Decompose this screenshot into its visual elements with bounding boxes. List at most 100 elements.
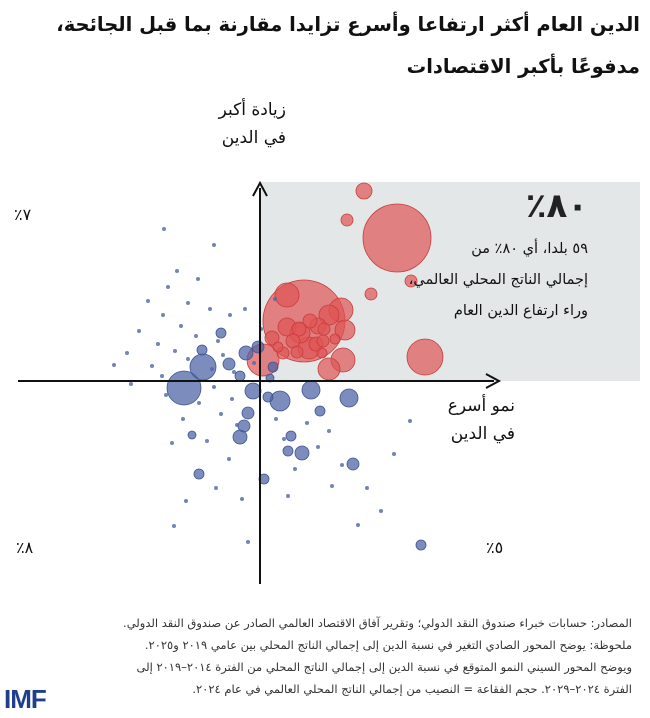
- bubble-blue: [125, 351, 129, 355]
- chart-notes: المصادر: حسابات خبراء صندوق النقد الدولي…: [22, 612, 632, 700]
- bubble-blue: [194, 334, 198, 338]
- callout-line-3: وراء ارتفاع الدين العام: [453, 303, 588, 319]
- bubble-blue: [150, 364, 154, 368]
- note-line-1: ملحوظة: يوضح المحور الصادي التغير في نسب…: [144, 638, 632, 652]
- bubble-blue: [193, 468, 205, 480]
- bubble-blue: [408, 419, 412, 423]
- bubble-blue: [208, 307, 212, 311]
- quadrant-share-bottom-left: ٨٪: [16, 538, 34, 557]
- bubble-blue: [222, 357, 236, 371]
- bubble-blue: [379, 509, 383, 513]
- bubble-blue: [346, 457, 360, 471]
- quadrant-share-bottom-right: ٥٪: [486, 538, 504, 557]
- bubble-blue: [274, 417, 278, 421]
- bubble-blue: [246, 540, 250, 544]
- bubble-blue: [212, 385, 216, 389]
- bubble-red: [274, 282, 300, 308]
- bubble-chart: [18, 180, 640, 584]
- bubble-blue: [219, 412, 223, 416]
- callout-text: ٥٩ بلدا، أي ٨٠٪ من إجمالي الناتج المحلي …: [409, 234, 588, 327]
- bubble-blue: [156, 342, 160, 346]
- callout-line-2: إجمالي الناتج المحلي العالمي،: [408, 272, 588, 288]
- bubble-blue: [237, 419, 251, 433]
- bubble-blue: [235, 423, 239, 427]
- bubble-blue: [314, 405, 326, 417]
- bubble-blue: [327, 429, 331, 433]
- bubble-blue: [365, 486, 369, 490]
- bubble-red: [355, 182, 373, 200]
- bubble-blue: [175, 269, 179, 273]
- bubble-blue: [146, 299, 150, 303]
- bubble-blue: [179, 324, 183, 328]
- bubble-blue: [293, 467, 297, 471]
- bubble-red: [340, 213, 354, 227]
- bubble-blue: [210, 367, 214, 371]
- bubble-blue: [273, 297, 277, 301]
- bubble-red: [404, 274, 418, 288]
- bubble-blue: [214, 486, 218, 490]
- bubble-blue: [305, 421, 309, 425]
- bubble-red: [317, 357, 341, 381]
- bubble-red: [318, 304, 340, 326]
- bubble-blue: [184, 499, 188, 503]
- bubble-blue: [212, 243, 216, 247]
- bubble-blue: [330, 484, 334, 488]
- axes: [18, 180, 502, 584]
- bubble-layer: [112, 182, 444, 551]
- bubble-blue: [269, 390, 291, 412]
- bubble-blue: [216, 339, 220, 343]
- bubble-blue: [251, 340, 265, 354]
- bubble-blue: [186, 357, 190, 361]
- bubble-blue: [112, 363, 116, 367]
- callout-line-1: ٥٩ بلدا، أي ٨٠٪ من: [471, 241, 588, 257]
- bubble-blue: [166, 370, 202, 406]
- bubble-blue: [227, 457, 231, 461]
- bubble-blue: [339, 388, 359, 408]
- bubble-red: [302, 313, 318, 329]
- bubble-blue: [232, 370, 236, 374]
- bubble-blue: [160, 374, 164, 378]
- bubble-blue: [244, 382, 262, 400]
- source-note: المصادر: حسابات خبراء صندوق النقد الدولي…: [123, 616, 632, 630]
- bubble-red: [290, 345, 304, 359]
- quadrant-share-top-left: ٧٪: [14, 205, 32, 224]
- bubble-blue: [197, 401, 201, 405]
- bubble-blue: [234, 370, 246, 382]
- bubble-blue: [129, 382, 133, 386]
- bubble-blue: [187, 430, 197, 440]
- bubble-blue: [252, 361, 256, 365]
- bubble-blue: [161, 313, 165, 317]
- bubble-red: [406, 338, 444, 376]
- bubble-blue: [189, 353, 217, 381]
- bubble-blue: [186, 301, 190, 305]
- y-axis-label: زيادة أكبر في الدين: [218, 100, 286, 148]
- bubble-blue: [243, 307, 247, 311]
- bubble-blue: [282, 437, 286, 441]
- bubble-blue: [294, 445, 310, 461]
- bubble-blue: [301, 380, 321, 400]
- bubble-blue: [166, 285, 170, 289]
- x-axis-arrow: [485, 373, 502, 389]
- bubble-blue: [392, 452, 396, 456]
- bubble-red: [291, 321, 307, 337]
- callout-share-value: ٨٠٪: [525, 186, 588, 226]
- bubble-blue: [215, 327, 227, 339]
- note-line-2: ويوضح المحور السيني النمو المتوقع في نسب…: [136, 660, 632, 674]
- bubble-blue: [170, 441, 174, 445]
- bubble-blue: [196, 277, 200, 281]
- bubble-red: [264, 330, 280, 346]
- bubble-red: [316, 347, 328, 359]
- bubble-red: [316, 334, 330, 348]
- bubble-blue: [238, 345, 254, 361]
- bubble-blue: [241, 406, 255, 420]
- x-axis-label: نمو أسرع في الدين: [447, 396, 515, 444]
- bubble-blue: [230, 397, 234, 401]
- bubble-red: [329, 333, 341, 345]
- bubble-red: [334, 319, 356, 341]
- bubble-blue: [162, 227, 166, 231]
- bubble-blue: [205, 439, 209, 443]
- bubble-red: [272, 341, 284, 353]
- bubble-blue: [286, 494, 290, 498]
- bubble-blue: [316, 445, 320, 449]
- bubble-blue: [173, 349, 177, 353]
